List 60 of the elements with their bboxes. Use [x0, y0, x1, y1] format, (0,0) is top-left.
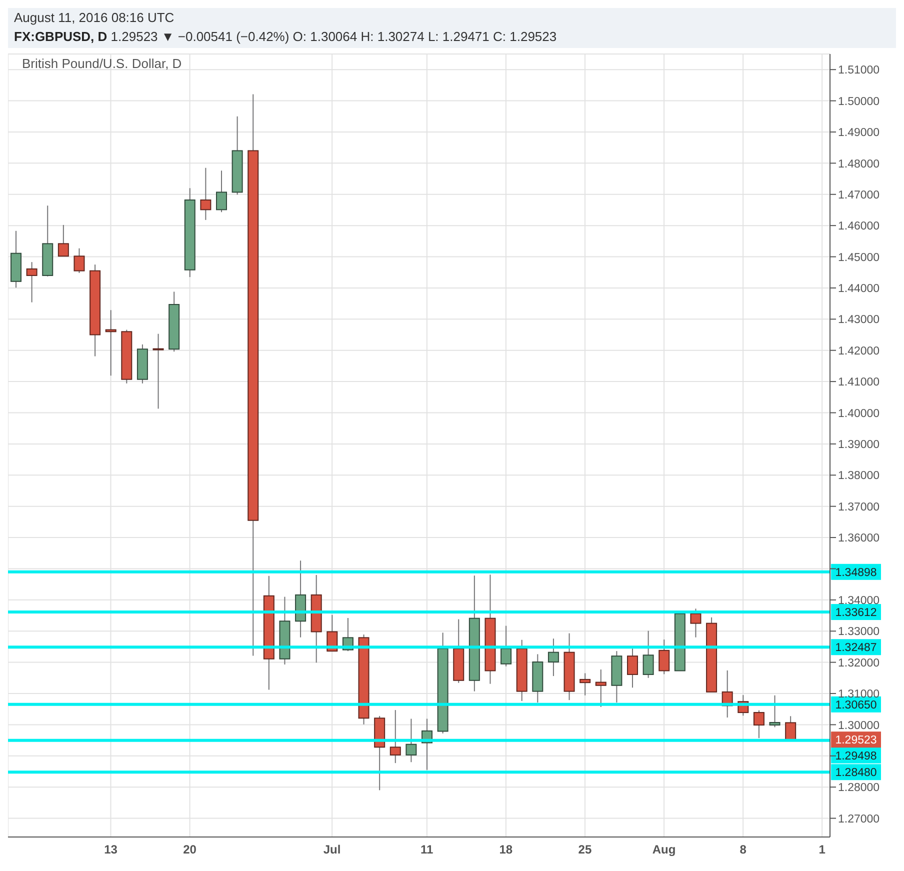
- ref-line-label: 1.28480: [835, 767, 877, 780]
- y-tick-label: 1.40000: [838, 408, 880, 420]
- candlestick: [627, 648, 638, 688]
- y-tick-label: 1.42000: [838, 345, 880, 358]
- y-tick-label: 1.39000: [838, 439, 880, 452]
- candlestick: [105, 310, 116, 376]
- x-tick-label: 1: [818, 842, 826, 857]
- x-tick-label: Aug: [652, 842, 676, 857]
- x-tick-label: Jul: [323, 842, 341, 857]
- candlestick: [58, 224, 69, 257]
- candlestick: [74, 248, 85, 274]
- candlestick: [500, 625, 512, 667]
- candlestick: [406, 718, 417, 763]
- x-tick-label: 11: [420, 842, 434, 857]
- ref-line-label: 1.29498: [835, 750, 877, 762]
- ref-line-label: 1.34898: [835, 566, 877, 579]
- y-tick-label: 1.50000: [838, 96, 880, 108]
- x-tick-label: 8: [740, 842, 747, 857]
- candlestick: [753, 710, 764, 739]
- y-tick-label: 1.45000: [838, 252, 880, 264]
- candlestick: [152, 333, 164, 410]
- y-tick-label: 1.36000: [838, 532, 880, 545]
- ref-line-label: 1.32487: [835, 642, 877, 654]
- y-tick-label: 1.48000: [838, 158, 880, 170]
- candlestick: [595, 668, 606, 708]
- text: 1.29523: [835, 734, 877, 747]
- y-tick-label: 1.41000: [838, 376, 880, 389]
- y-tick-label: 1.33000: [838, 626, 880, 638]
- candlestick: [26, 262, 38, 303]
- chart-subtitle: 1.29523 ▼ −0.00541 (−0.42%) O: 1.30064 H: 1.30274 L: 1.29471 C: 1.29523: [110, 29, 557, 44]
- candlestick: [216, 170, 227, 213]
- candlestick: [390, 710, 401, 764]
- x-tick-label: 18: [499, 842, 513, 857]
- y-tick-label: 1.38000: [838, 470, 880, 482]
- candlestick: [658, 639, 670, 675]
- y-tick-label: 1.44000: [838, 283, 880, 296]
- y-tick-label: 1.47000: [838, 189, 880, 202]
- y-tick-label: 1.51000: [838, 64, 880, 77]
- candlestick: [580, 672, 591, 696]
- x-tick-label: 13: [104, 842, 118, 857]
- y-tick-label: 1.30000: [838, 720, 880, 732]
- y-tick-label: 1.49000: [838, 127, 880, 140]
- annotation: British Pound/U.S. Dollar, D: [22, 56, 182, 71]
- ref-line-label: 1.30650: [835, 699, 877, 712]
- x-tick-label: 20: [183, 842, 197, 857]
- y-tick-label: 1.32000: [838, 657, 880, 670]
- y-tick-label: 1.28000: [838, 782, 880, 794]
- ref-line-label: 1.33612: [835, 607, 877, 620]
- text: August 11, 2016 08:16 UTC: [13, 9, 176, 27]
- y-tick-label: 1.37000: [838, 501, 880, 514]
- y-tick-label: 1.27000: [838, 813, 880, 826]
- candlestick: [642, 630, 654, 678]
- chart-title: FX:GBPUSD, D: [14, 29, 108, 44]
- candlestick: [200, 167, 212, 220]
- y-tick-label: 1.46000: [838, 220, 880, 233]
- candlestick: [690, 608, 702, 638]
- candlestick: [548, 638, 559, 677]
- y-tick-label: 1.43000: [838, 314, 880, 326]
- x-tick-label: 25: [578, 842, 592, 857]
- candlestick: [769, 694, 780, 728]
